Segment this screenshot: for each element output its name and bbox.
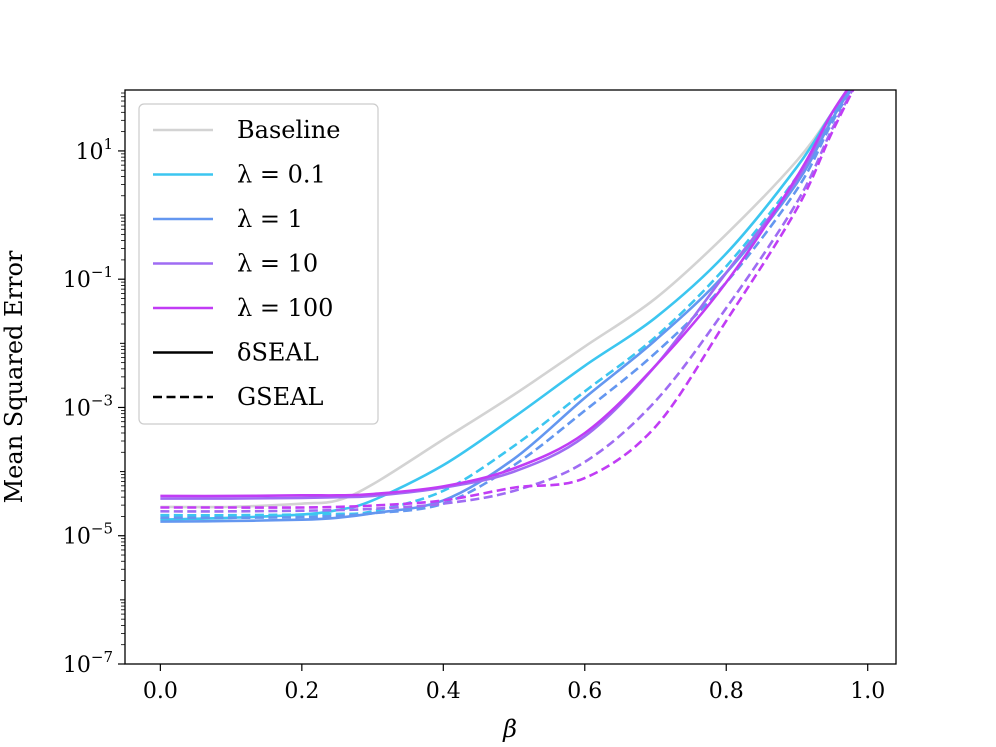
x-tick-label: 1.0 [850,679,885,704]
x-tick-label: 0.2 [284,679,319,704]
series-line-100-gseal [160,90,855,509]
legend-label: λ = 1 [237,205,303,233]
y-tick-label: 10−1 [63,263,113,293]
y-tick-label: 101 [75,135,113,165]
legend-label: λ = 10 [237,250,318,278]
series-line-10-gseal [160,90,854,513]
legend-label: GSEAL [237,383,323,411]
series-line-1-gseal [160,90,853,520]
y-tick-label: 10−3 [63,391,113,421]
series-line-10-seal [160,90,849,500]
legend-label: λ = 0.1 [237,161,326,189]
y-tick-label: 10−7 [63,648,113,678]
legend-label: Baseline [237,116,340,144]
series-layer [160,90,855,523]
x-axis: 0.0 0.2 0.4 0.6 0.8 1.0 [143,664,885,704]
y-tick-label: 10−5 [63,520,113,550]
series-line-1-seal [160,90,852,523]
series-line-baseline [160,90,850,509]
y-axis-label: Mean Squared Error [0,250,28,503]
x-tick-label: 0.6 [567,679,602,704]
x-tick-label: 0.8 [709,679,744,704]
legend-label: δSEAL [237,339,319,367]
x-tick-label: 0.0 [143,679,178,704]
x-axis-label: β [502,715,517,743]
legend-label: λ = 100 [237,294,333,322]
y-axis: 10−7 10−5 10−3 10−1 101 [63,92,125,678]
legend: Baseline λ = 0.1 λ = 1 λ = 10 λ = 100 δSEAL GS… [138,103,379,425]
x-tick-label: 0.4 [426,679,461,704]
series-line-100-seal [160,90,849,498]
legend-box [138,103,379,425]
